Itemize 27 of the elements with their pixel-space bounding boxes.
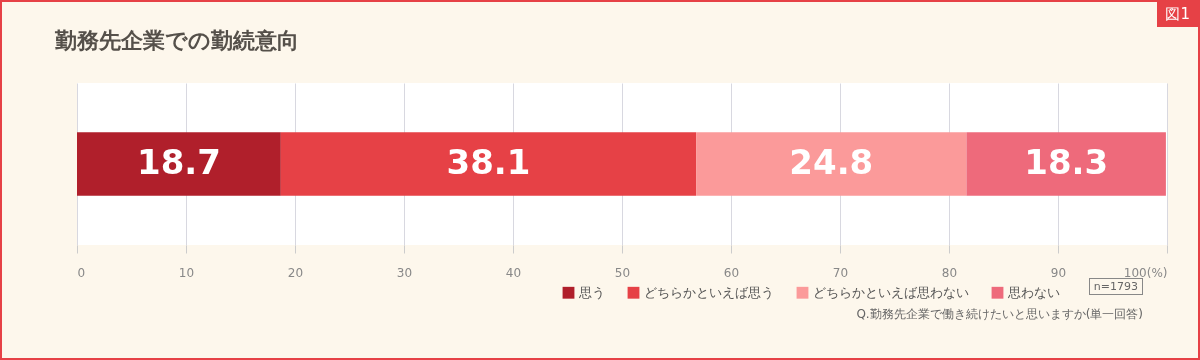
x-tick-label: 20 <box>287 265 304 280</box>
x-tick-label: 90 <box>1050 265 1067 280</box>
x-tick-label: 70 <box>832 265 849 280</box>
x-tick-label: 80 <box>941 265 958 280</box>
x-tick-label: 60 <box>723 265 740 280</box>
x-tick-label: 100(%) <box>1123 265 1168 280</box>
caption: 図1 <box>1157 2 1198 27</box>
legend-label: 思わない <box>1007 284 1060 300</box>
bar <box>77 132 281 196</box>
x-tick-label: 0 <box>77 265 86 280</box>
bar <box>280 132 697 196</box>
legend-label: 思う <box>578 284 605 300</box>
legend-label: どちらかといえば思う <box>644 284 774 300</box>
data-label: 24.8 <box>789 142 874 182</box>
data-label: 38.1 <box>446 142 531 182</box>
x-tick-label: 40 <box>505 265 522 280</box>
x-tick-label: 10 <box>178 265 195 280</box>
x-tick-label: 50 <box>614 265 631 280</box>
data-label: 18.7 <box>136 142 221 182</box>
x-tick-label: 30 <box>396 265 413 280</box>
legend-label: どちらかといえば思わない <box>813 284 969 300</box>
chart-title: 勤務先企業での勤続意向 <box>53 28 299 53</box>
bar <box>966 132 1166 196</box>
bar <box>696 132 967 196</box>
text: n=1793 <box>1088 278 1143 295</box>
data-label: 18.3 <box>1024 142 1109 182</box>
text: Q.勤務先企業で働き続けたいと思いますか(単一回答) <box>856 306 1143 323</box>
